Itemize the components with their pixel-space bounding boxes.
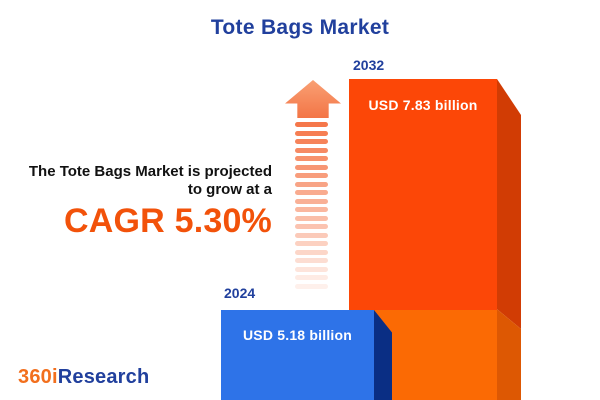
bar-2032-side-face-upper	[497, 79, 521, 330]
growth-arrow-stripe	[295, 224, 328, 229]
bar-2032-value: USD 7.83 billion	[368, 97, 478, 113]
growth-arrow-stripe	[295, 164, 328, 170]
projection-text: The Tote Bags Market is projected to gro…	[0, 163, 272, 239]
growth-arrow-stripe	[295, 122, 328, 127]
growth-arrow-head	[285, 80, 341, 118]
growth-arrow-stripe	[295, 181, 328, 187]
growth-arrow-stripe	[295, 207, 328, 212]
growth-arrow-stripe	[295, 147, 328, 153]
growth-arrow-icon	[285, 80, 341, 292]
brand-logo-suffix: Research	[57, 366, 150, 388]
projection-line1: The Tote Bags Market is projected	[28, 163, 272, 180]
growth-arrow-stripe	[295, 130, 328, 136]
growth-arrow-stripe	[295, 190, 328, 195]
bar-label-2032: 2032	[353, 57, 385, 73]
growth-arrow-stripe	[295, 275, 328, 280]
bar-2024-side-face	[374, 310, 392, 400]
growth-arrow-stripe	[295, 241, 328, 246]
growth-arrow-stripe	[295, 266, 328, 272]
growth-arrow-stripe	[295, 283, 328, 289]
growth-arrow-stripes	[285, 122, 341, 289]
bar-2024: USD 5.18 billion	[221, 310, 392, 400]
growth-arrow-stripe	[295, 139, 328, 144]
page-title: Tote Bags Market	[210, 16, 390, 39]
growth-arrow-stripe	[295, 198, 328, 204]
growth-arrow-stripe	[295, 258, 328, 263]
cagr-value: CAGR 5.30%	[64, 202, 272, 240]
bar-label-2024: 2024	[224, 285, 256, 301]
projection-line2: to grow at a	[187, 181, 272, 198]
growth-arrow-stripe	[295, 249, 328, 255]
growth-arrow-stripe	[295, 215, 328, 221]
bar-2024-front-face	[221, 310, 374, 400]
brand-logo: 360iResearch	[18, 366, 149, 389]
growth-arrow-stripe	[295, 156, 328, 161]
bar-2024-value: USD 5.18 billion	[243, 327, 352, 343]
growth-arrow-stripe	[295, 232, 328, 238]
brand-logo-prefix: 360i	[18, 366, 58, 388]
growth-arrow-stripe	[295, 173, 328, 178]
